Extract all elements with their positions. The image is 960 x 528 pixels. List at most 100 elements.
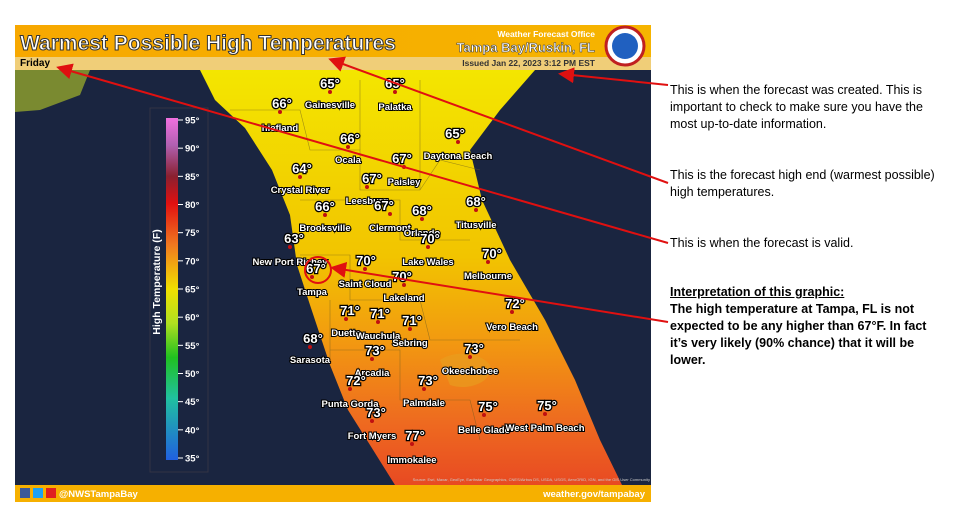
youtube-icon (46, 488, 56, 498)
city-dot (402, 283, 406, 287)
note-4-text: The high temperature at Tampa, FL is not… (670, 302, 927, 367)
city-temp: 66° (272, 96, 292, 111)
city-name: Arcadia (355, 368, 391, 379)
office: Weather Forecast Office (497, 29, 595, 39)
nws-logo-inner (612, 33, 638, 59)
city-name: Gainesville (305, 100, 355, 111)
arrow-issued (558, 67, 669, 86)
city-name: hiefland (262, 123, 299, 134)
city-name: Daytona Beach (424, 151, 493, 162)
city-temp: 70° (392, 269, 412, 284)
city-dot (426, 245, 430, 249)
cities: 65° Gainesville 65° Palatka 66° hiefland 66° Oc… (252, 75, 586, 467)
city-dot (486, 260, 490, 264)
city-dot (346, 145, 350, 149)
legend-tick-label: 70° (185, 256, 200, 267)
city-temp: 68° (303, 331, 323, 346)
city-temp: 75° (478, 399, 498, 414)
city-name: Titusville (455, 220, 496, 231)
footer-bar (15, 485, 651, 502)
city-name: Duette (331, 328, 361, 339)
city-dot (323, 213, 327, 217)
legend-tick-label: 55° (185, 341, 200, 352)
header-bar (15, 25, 651, 57)
city-name: Leesburg (346, 196, 389, 207)
city-name: Fort Myers (348, 431, 397, 442)
city-temp: 64° (292, 161, 312, 176)
city-dot (422, 387, 426, 391)
city-temp: 73° (365, 343, 385, 358)
legend-colorbar (166, 118, 178, 460)
city-dot (393, 90, 397, 94)
city-name: West Palm Beach (505, 423, 584, 434)
city-name: Okeechobee (442, 366, 499, 377)
legend-tick-label: 35° (185, 454, 200, 465)
city-dot (365, 185, 369, 189)
city-temp: 70° (482, 246, 502, 261)
land-panhandle (15, 70, 90, 112)
note-4-heading: Interpretation of this graphic: (670, 285, 845, 299)
city-name: Belle Glade (458, 425, 510, 436)
city-dot (474, 208, 478, 212)
legend-label: High Temperature (F) (151, 229, 163, 334)
city-temp: 66° (340, 131, 360, 146)
legend-tick-label: 90° (185, 144, 200, 155)
city-temp: 73° (418, 373, 438, 388)
legend-box (149, 107, 209, 473)
city-dot (363, 267, 367, 271)
city-name: Ocala (335, 155, 362, 166)
city-name: Sebring (392, 338, 428, 349)
city-temp: 73° (464, 341, 484, 356)
city-name: Wauchula (356, 331, 401, 342)
city-temp: 67° (362, 171, 382, 186)
city-temp: 65° (445, 126, 465, 141)
city-name: Vero Beach (486, 322, 538, 333)
city-dot (543, 412, 547, 416)
lake (440, 353, 491, 388)
city-temp: 67° (392, 151, 412, 166)
city-dot (370, 419, 374, 423)
city-dot (376, 320, 380, 324)
arrows (56, 56, 669, 323)
city-temp: 65° (320, 76, 340, 91)
city-temp: 77° (405, 428, 425, 443)
city-temp: 70° (356, 253, 376, 268)
url: weather.gov/tampabay (542, 489, 646, 500)
legend-tick-label: 80° (185, 200, 200, 211)
city-name: Palatka (378, 102, 412, 113)
city-temp: 75° (537, 398, 557, 413)
arrow-title (328, 56, 669, 184)
legend-tick-label: 40° (185, 425, 200, 436)
day: Friday (20, 58, 50, 69)
city-name: Immokalee (387, 455, 436, 466)
city-temp: 67° (374, 198, 394, 213)
note-2: This is the forecast high end (warmest p… (670, 168, 935, 199)
legend-tick-label: 60° (185, 313, 200, 324)
city-name: Sarasota (290, 355, 331, 366)
city-temp: 73° (366, 405, 386, 420)
city-name: Melbourne (464, 271, 512, 282)
city-name: Palmdale (403, 398, 445, 409)
location: Tampa Bay/Ruskin, FL (457, 40, 596, 55)
city-dot (310, 275, 314, 279)
city-name: Brooksville (299, 223, 350, 234)
city-dot (348, 387, 352, 391)
city-dot (388, 212, 392, 216)
city-dot (278, 110, 282, 114)
city-name: Lakeland (383, 293, 424, 304)
issued: Issued Jan 22, 2023 3:12 PM EST (462, 58, 596, 68)
facebook-icon (20, 488, 30, 498)
city-name: Punta Gorda (321, 399, 379, 410)
city-temp: 71° (370, 306, 390, 321)
city-name: Saint Cloud (339, 279, 392, 290)
city-dot (420, 217, 424, 221)
city-name: Paisley (388, 177, 421, 188)
city-temp: 71° (402, 313, 422, 328)
note-3: This is when the forecast is valid. (670, 236, 854, 250)
city-dot (328, 90, 332, 94)
city-temp: 68° (466, 194, 486, 209)
city-temp: 72° (346, 373, 366, 388)
city-dot (370, 357, 374, 361)
